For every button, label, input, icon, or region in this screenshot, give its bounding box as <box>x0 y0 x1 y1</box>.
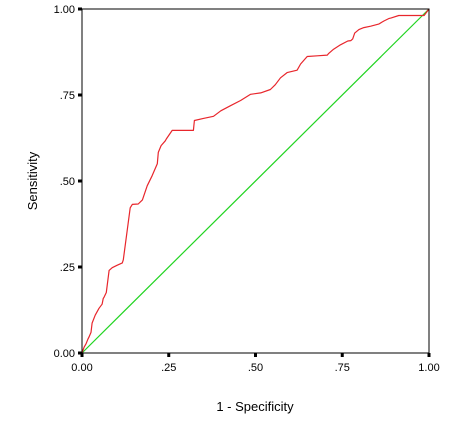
axes: 0.00 .25 .50 .75 1.00 0.00 .25 .50 .75 1.00 <box>54 4 440 374</box>
x-tick-label: .25 <box>161 362 176 374</box>
y-tick-label: .25 <box>60 262 75 274</box>
y-tick-label: .50 <box>60 176 75 188</box>
x-tick-label: 0.00 <box>71 362 92 374</box>
roc-curve-line <box>81 8 430 354</box>
x-tick-label: .50 <box>248 362 263 374</box>
y-tick-label: 1.00 <box>54 4 75 16</box>
x-tick-label: .75 <box>335 362 350 374</box>
y-tick-label: 0.00 <box>54 348 75 360</box>
y-tick-label: .75 <box>60 90 75 102</box>
y-axis-title: Sensitivity <box>25 151 40 210</box>
reference-line <box>81 8 430 354</box>
x-tick-label: 1.00 <box>418 362 439 374</box>
x-axis-title: 1 - Specificity <box>216 399 294 414</box>
plot-area <box>81 8 430 354</box>
